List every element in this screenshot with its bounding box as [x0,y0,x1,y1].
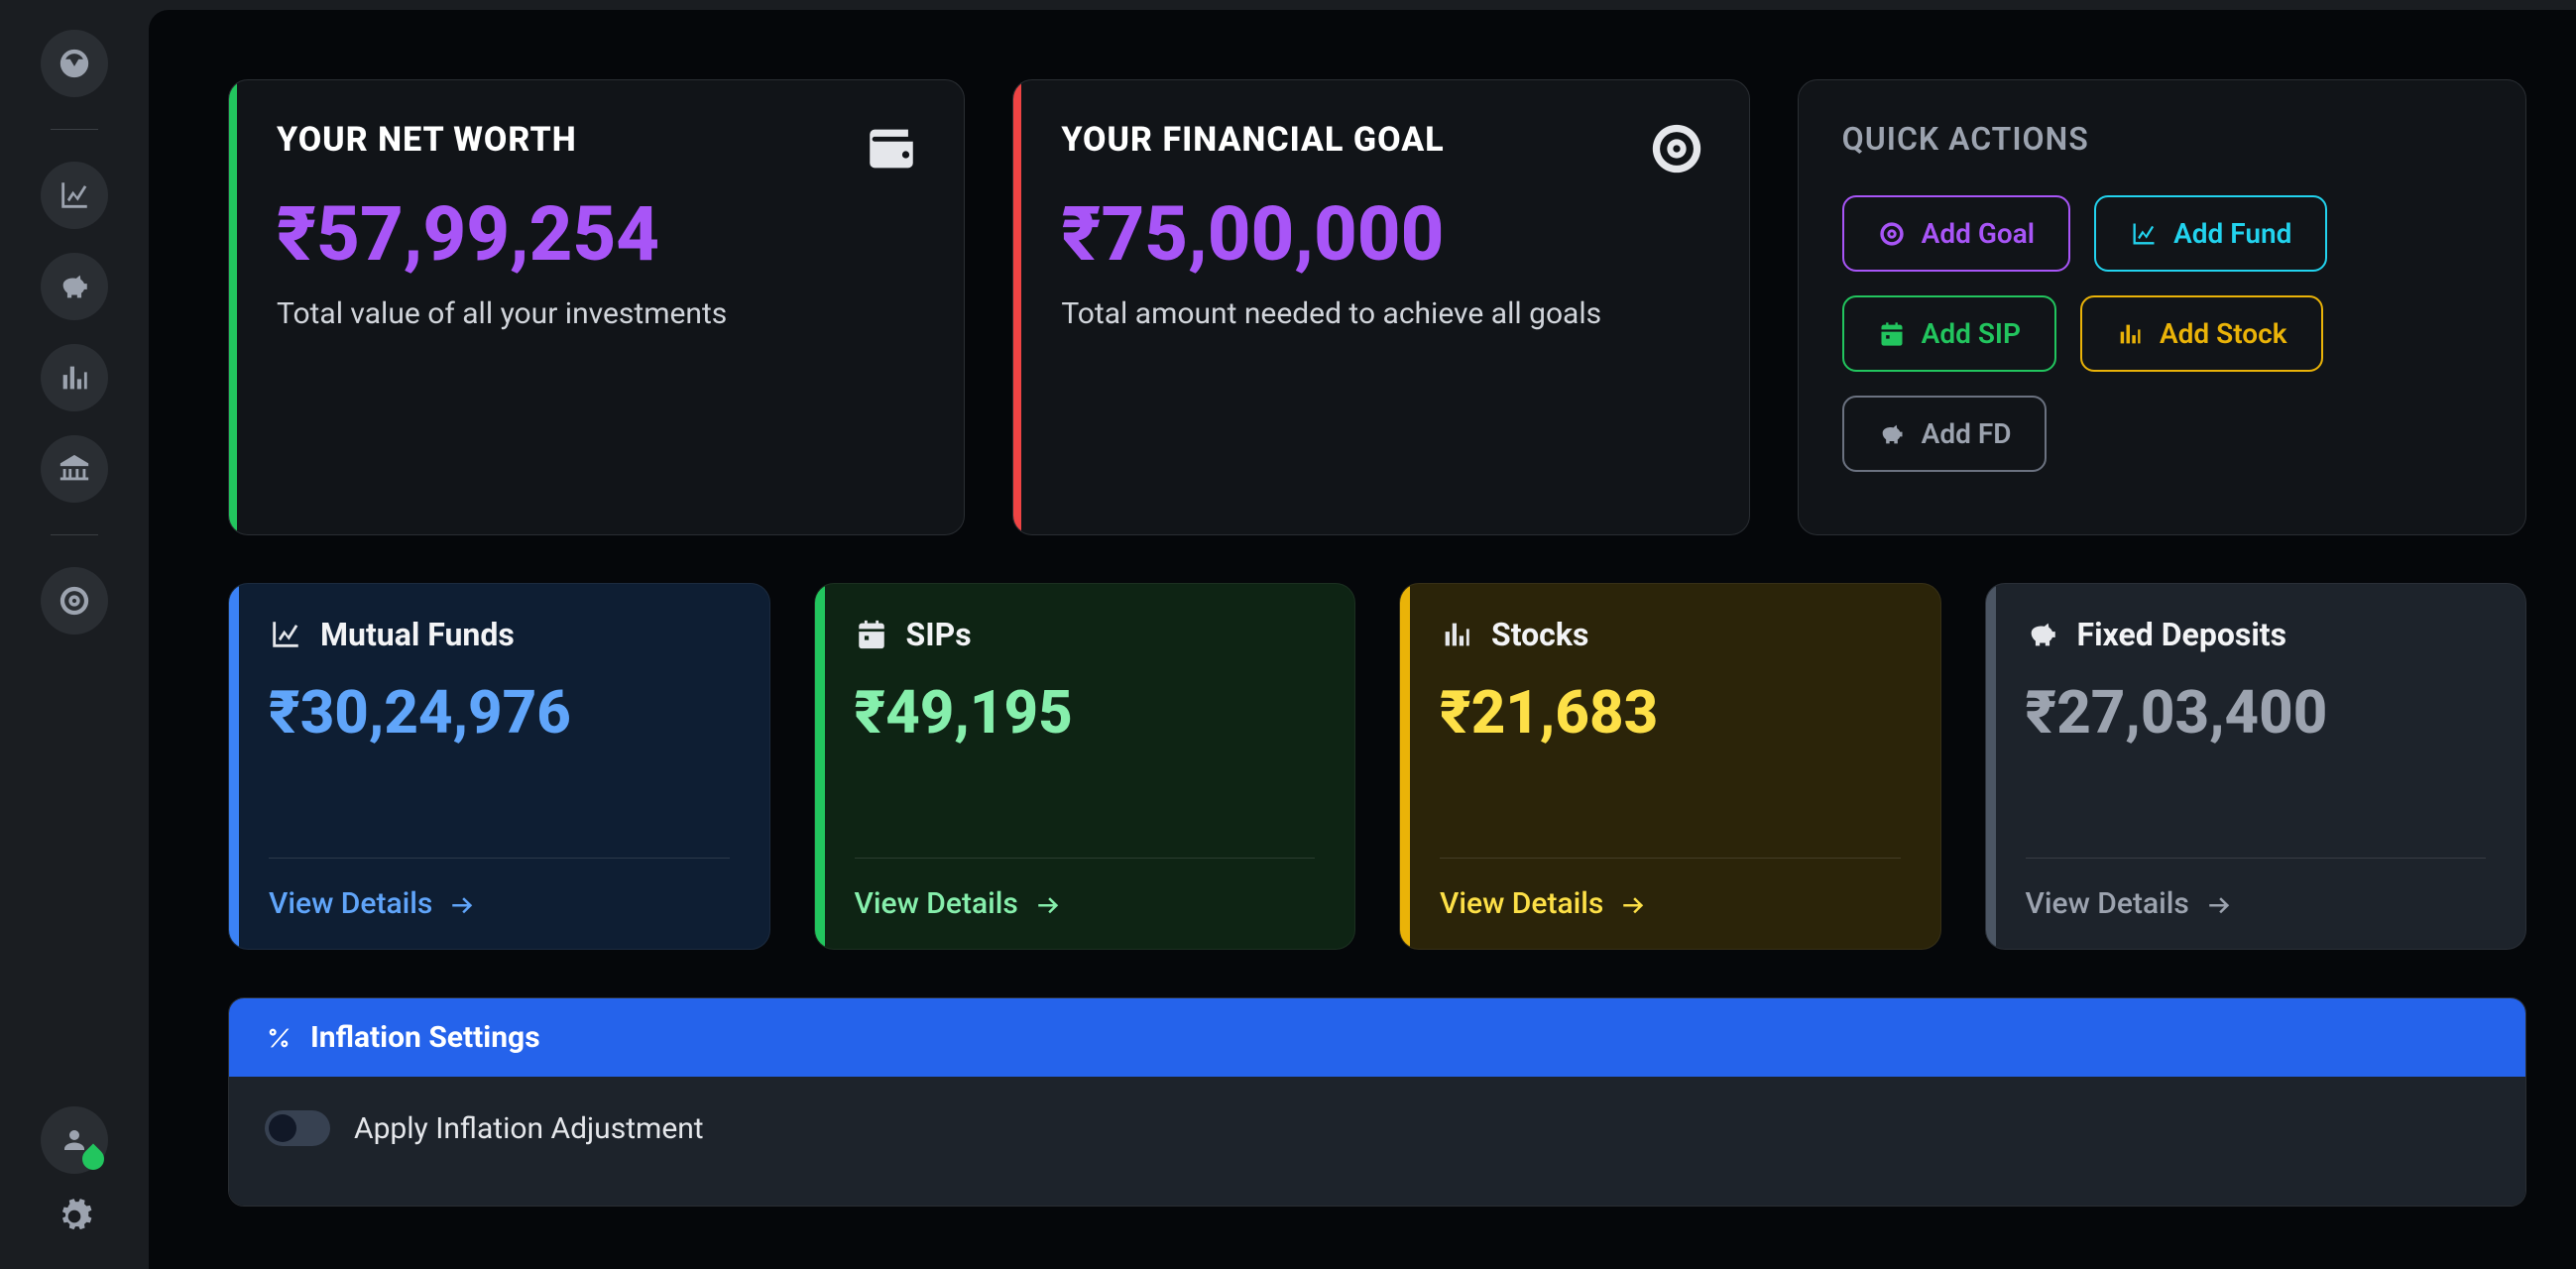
target-icon [1648,120,1705,181]
piggy-icon [2026,618,2059,651]
fixed-deposits-card: Fixed Deposits ₹27,03,400 View Details [1985,583,2527,950]
sidebar [0,0,149,1269]
sips-card: SIPs ₹49,195 View Details [814,583,1356,950]
net-worth-card: YOUR NET WORTH ₹57,99,254 Total value of… [228,79,965,535]
add-sip-button[interactable]: Add SIP [1842,295,2056,372]
net-worth-title: YOUR NET WORTH [277,120,916,160]
net-worth-subtitle: Total value of all your investments [277,296,916,331]
add-sip-label: Add SIP [1922,317,2021,350]
fd-title: Fixed Deposits [2077,616,2287,653]
sips-title: SIPs [906,616,972,653]
mutual-funds-link[interactable]: View Details [269,858,730,949]
arrow-icon [1032,889,1062,919]
add-stock-button[interactable]: Add Stock [2080,295,2323,372]
percent-icon [265,1024,293,1052]
add-fd-button[interactable]: Add FD [1842,396,2048,472]
quick-actions-title: QUICK ACTIONS [1842,120,2482,158]
nav-divider [51,534,98,535]
fd-link[interactable]: View Details [2026,858,2487,949]
stocks-title: Stocks [1491,616,1588,653]
mutual-funds-value: ₹30,24,976 [269,677,730,748]
main-content: YOUR NET WORTH ₹57,99,254 Total value of… [149,10,2576,1269]
inflation-title: Inflation Settings [310,1020,540,1055]
add-fund-label: Add Fund [2173,217,2291,250]
mutual-funds-card: Mutual Funds ₹30,24,976 View Details [228,583,770,950]
add-stock-label: Add Stock [2160,317,2287,350]
nav-divider [51,129,98,130]
goal-title: YOUR FINANCIAL GOAL [1061,120,1700,160]
mutual-funds-title: Mutual Funds [320,616,515,653]
user-avatar[interactable] [41,1106,108,1174]
fd-value: ₹27,03,400 [2026,677,2487,748]
nav-bank-icon[interactable] [41,435,108,503]
quick-actions-panel: QUICK ACTIONS Add Goal Add Fund Add SIP … [1798,79,2526,535]
arrow-icon [1617,889,1647,919]
stocks-value: ₹21,683 [1440,677,1901,748]
sips-value: ₹49,195 [855,677,1316,748]
add-fd-label: Add FD [1922,417,2012,450]
net-worth-value: ₹57,99,254 [277,189,916,279]
add-goal-button[interactable]: Add Goal [1842,195,2070,272]
inflation-panel: Inflation Settings Apply Inflation Adjus… [228,997,2526,1207]
goal-value: ₹75,00,000 [1061,189,1700,279]
nav-target-icon[interactable] [41,567,108,634]
arrow-icon [446,889,476,919]
add-goal-label: Add Goal [1922,217,2035,250]
inflation-toggle[interactable] [265,1110,330,1146]
add-fund-button[interactable]: Add Fund [2094,195,2327,272]
calendar-icon [855,618,888,651]
nav-chart-icon[interactable] [41,162,108,229]
settings-icon[interactable] [56,1198,93,1239]
goal-subtitle: Total amount needed to achieve all goals [1061,296,1700,331]
nav-piggy-icon[interactable] [41,253,108,320]
inflation-toggle-label: Apply Inflation Adjustment [354,1111,704,1146]
bars-icon [1440,618,1473,651]
nav-dashboard-icon[interactable] [41,30,108,97]
arrow-icon [2203,889,2233,919]
nav-bars-icon[interactable] [41,344,108,411]
stocks-link[interactable]: View Details [1440,858,1901,949]
sips-link[interactable]: View Details [855,858,1316,949]
wallet-icon [863,120,920,181]
chart-line-icon [269,618,302,651]
stocks-card: Stocks ₹21,683 View Details [1399,583,1941,950]
financial-goal-card: YOUR FINANCIAL GOAL ₹75,00,000 Total amo… [1012,79,1749,535]
